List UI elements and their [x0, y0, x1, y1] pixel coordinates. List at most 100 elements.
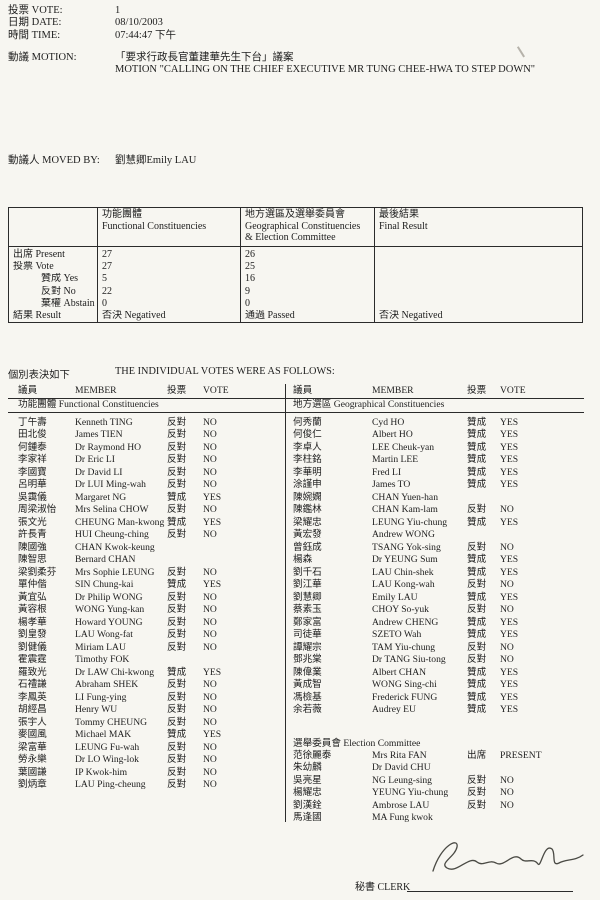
member-vote-en: NO — [203, 641, 217, 653]
right-column-header: 議員 MEMBER 投票 VOTE — [287, 384, 584, 398]
member-name-en: LAU Kong-wah — [372, 579, 435, 590]
section-title-functional: 功能團體 Functional Constituencies — [18, 399, 159, 410]
member-name-en: Henry WU — [75, 704, 118, 715]
summary-row: 反對 No 22 9 — [8, 285, 583, 298]
clerk-signature-line — [407, 891, 573, 892]
member-row: 李鳳英 LI Fung-ying 反對 NO — [8, 692, 285, 705]
member-row: 劉慧卿 Emily LAU 贊成 YES — [287, 592, 584, 605]
summary-header-final-zh: 最後結果 — [379, 209, 419, 220]
member-vote-en: YES — [500, 416, 519, 428]
member-name-en: NG Leung-sing — [372, 774, 432, 786]
member-vote-zh: 反對 — [167, 679, 187, 690]
member-vote-zh: 反對 — [167, 441, 187, 453]
member-vote-zh: 贊成 — [467, 666, 487, 678]
member-name-en: Dr Eric LI — [75, 454, 115, 465]
member-vote-zh: 贊成 — [167, 491, 187, 503]
member-vote-zh: 反對 — [167, 566, 187, 578]
member-row: 蔡素玉 CHOY So-yuk 反對 NO — [287, 604, 584, 617]
member-name-zh: 陳智思 — [18, 554, 47, 565]
member-name-en: YEUNG Yiu-chung — [372, 787, 449, 798]
member-name-zh: 梁富華 — [18, 741, 47, 753]
member-vote-zh: 贊成 — [467, 416, 487, 428]
member-vote-zh: 反對 — [167, 591, 187, 603]
member-row: 劉健儀 Miriam LAU 反對 NO — [8, 642, 285, 655]
member-vote-en: YES — [500, 516, 519, 528]
summary-header-fc: 功能團體 Functional Constituencies — [97, 207, 241, 247]
section-rule — [8, 411, 584, 413]
summary-final-value — [374, 285, 583, 298]
member-name-en: Emily LAU — [372, 591, 418, 603]
member-vote-en: NO — [203, 429, 217, 440]
individual-votes-heading-en: THE INDIVIDUAL VOTES WERE AS FOLLOWS: — [115, 366, 335, 377]
member-row: 黃成智 WONG Sing-chi 贊成 YES — [287, 679, 584, 692]
clerk-signature — [432, 842, 584, 872]
member-row: 黃宜弘 Dr Philip WONG 反對 NO — [8, 592, 285, 605]
member-vote-zh: 反對 — [167, 691, 187, 703]
member-col-zh: 議員 — [293, 385, 313, 396]
member-vote-en: NO — [203, 779, 217, 790]
member-row: 譚耀宗 TAM Yiu-chung 反對 NO — [287, 642, 584, 655]
summary-gc-value: 9 — [240, 285, 375, 298]
member-name-zh: 呂明華 — [18, 479, 47, 490]
member-name-en: Mrs Rita FAN — [372, 749, 427, 761]
moved-by-label: 動議人 MOVED BY: — [8, 155, 100, 166]
member-name-en: Ambrose LAU — [372, 799, 430, 811]
member-vote-zh: 反對 — [167, 716, 187, 728]
date-value: 08/10/2003 — [115, 17, 163, 29]
member-row: 葉國謙 IP Kwok-him 反對 NO — [8, 767, 285, 780]
member-vote-en: NO — [500, 799, 514, 811]
member-name-zh: 楊森 — [293, 554, 313, 565]
member-row: 范徐麗泰 Mrs Rita FAN 出席 PRESENT — [287, 750, 584, 763]
member-row: 何秀蘭 Cyd HO 贊成 YES — [287, 417, 584, 430]
member-row: 劉炳章 LAU Ping-cheung 反對 NO — [8, 779, 285, 792]
member-name-zh: 麥國風 — [18, 729, 47, 740]
member-row: 李柱銘 Martin LEE 贊成 YES — [287, 454, 584, 467]
member-row: 朱幼麟 Dr David CHU — [287, 762, 584, 775]
vote-col-en: VOTE — [203, 385, 229, 396]
member-vote-en: NO — [203, 466, 217, 478]
member-vote-en: NO — [500, 604, 514, 615]
summary-fc-value: 0 — [97, 297, 241, 311]
member-row: 楊耀忠 YEUNG Yiu-chung 反對 NO — [287, 787, 584, 800]
member-vote-en — [203, 554, 285, 567]
summary-row-label: 投票 Vote — [8, 261, 98, 274]
member-vote-zh: 反對 — [167, 704, 187, 715]
member-row: 黃容根 WONG Yung-kan 反對 NO — [8, 604, 285, 617]
member-name-en: TAM Yiu-chung — [372, 641, 436, 653]
member-vote-en: NO — [203, 629, 217, 640]
summary-row: 出席 Present 27 26 — [8, 246, 583, 262]
member-row: 吳靄儀 Margaret NG 贊成 YES — [8, 492, 285, 505]
motion-text: 「要求行政長官董建華先生下台」議案 MOTION "CALLING ON THE… — [115, 52, 535, 77]
member-name-en: Mrs Sophie LEUNG — [75, 566, 155, 578]
member-vote-zh — [167, 654, 203, 667]
member-vote-en: YES — [500, 454, 519, 465]
member-row: 李家祥 Dr Eric LI 反對 NO — [8, 454, 285, 467]
motion-text-zh: 「要求行政長官董建華先生下台」議案 — [115, 52, 294, 63]
member-name-en: Bernard CHAN — [75, 554, 136, 565]
member-name-zh: 朱幼麟 — [293, 762, 322, 773]
member-name-en: LAU Chin-shek — [372, 566, 434, 578]
member-vote-zh: 贊成 — [467, 466, 487, 478]
member-name-en: LEUNG Yiu-chung — [372, 516, 448, 528]
member-vote-en: NO — [203, 591, 217, 603]
member-vote-zh: 反對 — [167, 416, 187, 428]
moved-by-block: 動議人 MOVED BY: 劉慧卿Emily LAU — [8, 155, 196, 167]
member-name-zh: 余若薇 — [293, 704, 322, 715]
summary-header-row: 功能團體 Functional Constituencies 地方選區及選舉委員… — [8, 207, 583, 247]
member-vote-zh — [467, 492, 500, 505]
member-vote-zh: 出席 — [467, 749, 487, 761]
member-vote-zh — [467, 812, 500, 825]
date-line: 日期 DATE: 08/10/2003 — [8, 17, 176, 29]
member-vote-en: NO — [500, 504, 514, 515]
member-name-zh: 張宇人 — [18, 716, 47, 728]
member-vote-zh: 反對 — [167, 629, 187, 640]
column-divider — [285, 384, 286, 822]
date-label: 日期 DATE: — [8, 17, 62, 29]
summary-fc-value: 27 — [97, 261, 241, 274]
member-vote-en: NO — [203, 679, 217, 690]
member-vote-zh: 贊成 — [467, 691, 487, 703]
member-name-en: Andrew CHENG — [372, 616, 439, 628]
member-vote-en: YES — [500, 466, 519, 478]
member-name-zh: 梁劉柔芬 — [18, 566, 57, 578]
member-vote-en — [500, 812, 584, 825]
